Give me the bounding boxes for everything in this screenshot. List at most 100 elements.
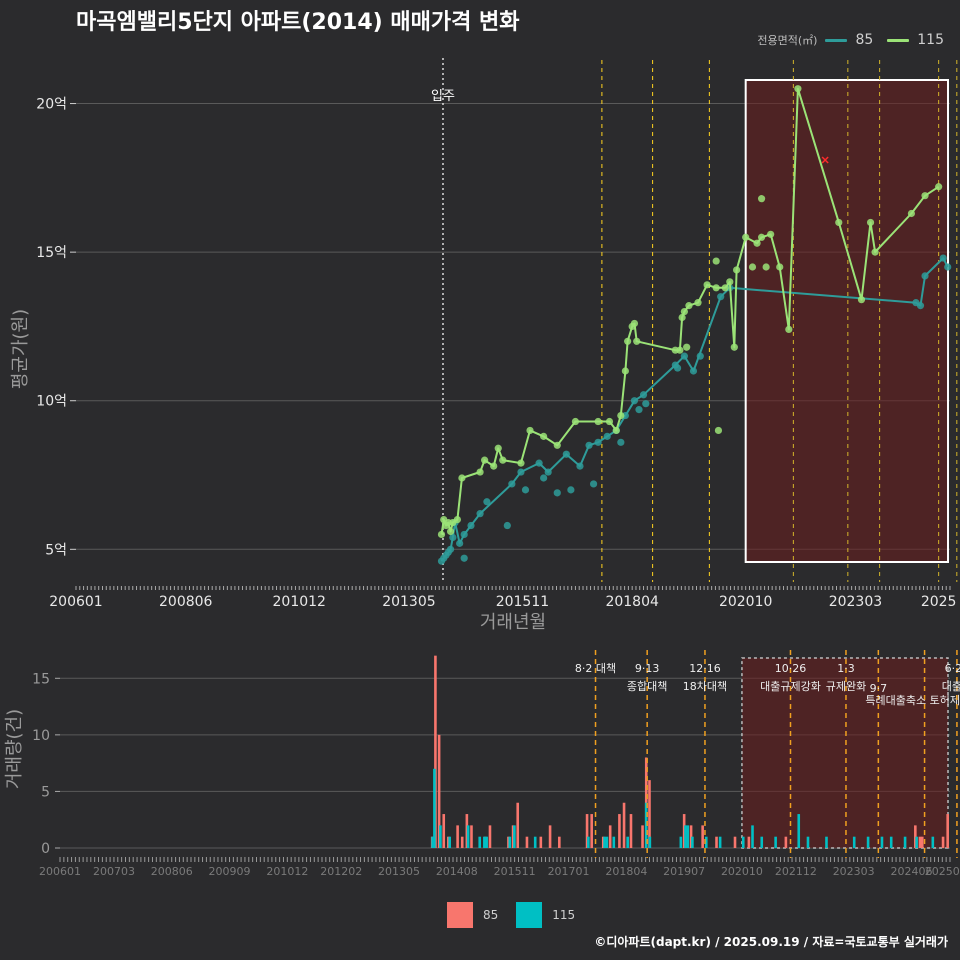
data-point-85 [540, 474, 548, 482]
bar-85 [488, 825, 492, 848]
bar-85 [715, 836, 718, 848]
y-tick-label: 15억 [36, 245, 67, 261]
x-tick-label: 201511 [496, 594, 549, 610]
bar-x-tick-label: 20250 [925, 865, 960, 878]
bottom-legend-swatch-115 [516, 902, 543, 928]
x-tick-label: 200806 [159, 594, 213, 610]
bar-85 [682, 814, 686, 848]
x-tick-label: 201804 [605, 594, 659, 610]
bar-85 [914, 825, 917, 848]
bar-x-tick-label: 201202 [320, 865, 362, 878]
outlier-marker [821, 156, 829, 164]
data-point-85 [696, 352, 704, 360]
bar-85 [548, 825, 552, 848]
bar-115 [612, 836, 616, 848]
bar-x-tick-label: 201907 [663, 865, 705, 878]
data-point-85 [476, 510, 484, 518]
bar-x-tick-label: 202406 [890, 865, 932, 878]
bar-85 [465, 814, 469, 848]
bar-115 [691, 836, 694, 848]
data-point-85 [517, 468, 525, 476]
bar-85 [585, 814, 589, 848]
bar-115 [533, 836, 537, 848]
bar-115 [644, 802, 648, 848]
data-point-85 [630, 397, 639, 405]
policy-event-label: 10·26 [775, 662, 807, 675]
data-point-85 [449, 533, 457, 542]
bar-115 [433, 768, 436, 848]
bar-85 [946, 814, 949, 848]
data-point-115 [907, 209, 916, 218]
data-point-115 [458, 474, 466, 482]
bar-x-tick-label: 201804 [605, 865, 647, 878]
legend-swatch-85 [825, 38, 848, 42]
x-tick-label: 202010 [719, 594, 772, 610]
bar-x-tick-label: 202010 [721, 865, 763, 878]
bar-85 [460, 836, 464, 848]
data-point-85 [553, 489, 561, 497]
bar-85 [622, 802, 626, 848]
data-point-115 [594, 417, 602, 426]
data-point-115 [490, 462, 498, 470]
bottom-legend-swatch-85 [447, 902, 473, 928]
data-point-115 [733, 266, 741, 274]
bar-85 [601, 836, 605, 848]
bar-85 [629, 814, 633, 848]
bar-85 [920, 836, 924, 848]
data-point-115 [835, 218, 843, 227]
data-point-115 [694, 299, 702, 307]
data-point-115 [678, 313, 686, 322]
move-in-label: 입주 [431, 89, 455, 104]
data-point-85 [508, 480, 516, 488]
bar-85 [918, 836, 922, 848]
bar-85 [618, 814, 621, 848]
policy-event-label: 12·16 [689, 662, 721, 675]
bar-85 [456, 825, 459, 848]
data-point-85 [562, 450, 570, 458]
bar-x-tick-label: 201408 [436, 865, 478, 878]
bar-x-tick-label: 200806 [151, 865, 193, 878]
data-point-85 [456, 539, 464, 547]
bar-85 [511, 825, 515, 848]
bar-85 [784, 836, 788, 848]
data-point-85 [521, 486, 530, 494]
bar-115 [466, 825, 470, 848]
data-point-115 [753, 239, 761, 247]
data-point-85 [916, 302, 925, 310]
bar-85 [507, 836, 510, 848]
data-point-115 [857, 296, 866, 304]
data-point-115 [776, 263, 784, 271]
policy-event-sublabel: 종합대책 [627, 680, 667, 693]
policy-event-sublabel: 규제완화 [826, 680, 866, 693]
bar-85 [437, 734, 441, 848]
data-point-85 [535, 459, 543, 467]
bottom-legend-label-115: 115 [552, 908, 576, 922]
data-point-115 [553, 441, 561, 449]
bar-x-tick-label: 201511 [494, 865, 536, 878]
bottom-legend-label-85: 85 [483, 908, 499, 922]
data-point-115 [721, 284, 729, 292]
data-point-85 [617, 438, 625, 446]
data-point-85 [635, 406, 643, 414]
x-tick-label: 202303 [829, 594, 882, 610]
bar-115 [431, 836, 434, 848]
data-point-115 [935, 183, 943, 191]
bar-85 [558, 836, 561, 848]
bar-115 [605, 836, 609, 848]
bar-85 [516, 802, 520, 848]
bar-115 [915, 836, 918, 848]
data-point-115 [742, 233, 750, 241]
data-point-85 [503, 521, 511, 530]
data-point-85 [544, 468, 552, 476]
bar-115 [866, 836, 870, 848]
policy-event-sublabel: 18차대책 [683, 680, 727, 693]
y-tick-label: 5억 [45, 542, 67, 558]
data-point-85 [594, 438, 602, 446]
data-point-85 [483, 498, 491, 506]
data-point-115 [762, 263, 770, 271]
bar-85 [701, 825, 704, 848]
chart-title: 마곡엠밸리5단지 아파트(2014) 매매가격 변화 [76, 10, 520, 35]
data-point-85 [467, 521, 475, 530]
bar-115 [686, 825, 690, 848]
